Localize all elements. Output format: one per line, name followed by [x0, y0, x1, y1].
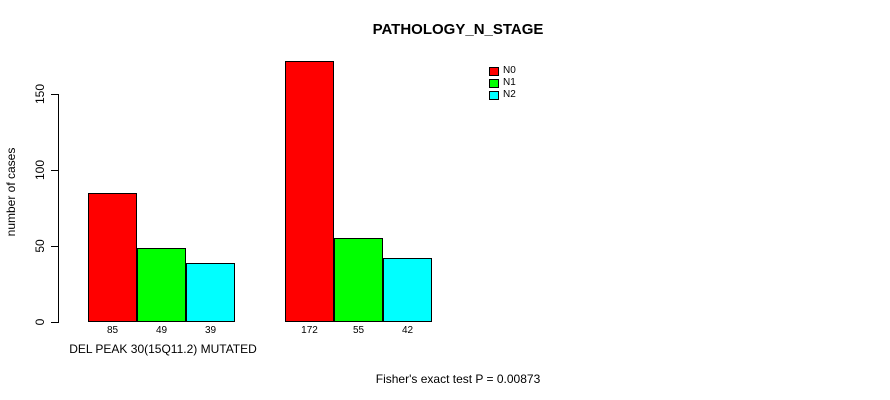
bar-n1-group2	[334, 238, 383, 322]
legend: N0 N1 N2	[489, 65, 516, 101]
legend-row: N2	[489, 89, 516, 101]
y-axis-label: number of cases	[4, 147, 18, 237]
bar-n0-group1	[88, 193, 137, 322]
bar-n2-group2	[383, 258, 432, 322]
legend-swatch-n1	[489, 78, 499, 88]
y-tick	[51, 246, 58, 247]
x-group-label: DEL PEAK 30(15Q11.2) MUTATED	[69, 342, 257, 356]
legend-row: N0	[489, 65, 516, 77]
legend-swatch-n2	[489, 90, 499, 100]
bar-value-label: 39	[204, 325, 217, 336]
bar-n2-group1	[186, 263, 235, 322]
stat-test-result: Fisher's exact test P = 0.00873	[375, 372, 541, 386]
y-axis-line	[58, 94, 59, 323]
bar-value-label: 55	[352, 325, 365, 336]
bar-value-label: 172	[301, 325, 318, 336]
legend-label: N0	[503, 65, 516, 76]
y-tick-label: 150	[33, 83, 47, 105]
bar-n1-group1	[137, 248, 186, 322]
y-tick	[51, 322, 58, 323]
legend-label: N2	[503, 89, 516, 100]
legend-row: N1	[489, 77, 516, 89]
chart-title: PATHOLOGY_N_STAGE	[372, 21, 544, 38]
y-tick-label: 0	[33, 318, 47, 326]
bar-n0-group2	[285, 61, 334, 322]
y-tick	[51, 170, 58, 171]
bar-value-label: 85	[106, 325, 119, 336]
y-tick-label: 50	[33, 239, 47, 253]
y-tick-label: 100	[33, 159, 47, 181]
bar-value-label: 42	[401, 325, 414, 336]
legend-label: N1	[503, 77, 516, 88]
y-tick	[51, 94, 58, 95]
bar-value-label: 49	[155, 325, 168, 336]
legend-swatch-n0	[489, 66, 499, 76]
